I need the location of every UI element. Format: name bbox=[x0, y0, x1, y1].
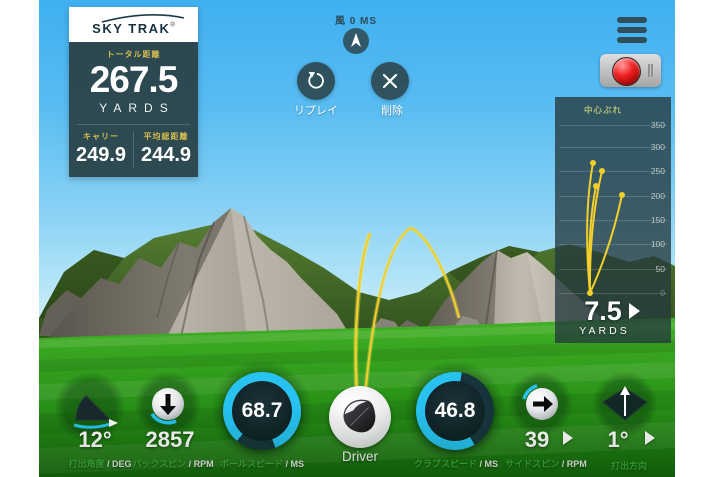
launch-direction-icon bbox=[602, 386, 648, 421]
launch-direction-right-arrow-icon bbox=[645, 431, 655, 445]
deviation-readout: 7.5 YARDS bbox=[555, 297, 651, 337]
launch-angle-label: 打出角度 / DEG bbox=[40, 457, 160, 470]
replay-icon bbox=[308, 71, 324, 89]
side-spin-label: サイドスピン / RPM bbox=[486, 457, 606, 470]
club-selector-button[interactable] bbox=[329, 386, 391, 448]
grid-line bbox=[559, 125, 667, 126]
backspin-value: 2857 bbox=[125, 427, 215, 453]
shot-stats-panel: SKY TRAK® トータル距離 267.5 YARDS キャリー 249.9 … bbox=[69, 7, 198, 177]
axis-tick: 200 bbox=[650, 191, 665, 201]
axis-tick: 250 bbox=[650, 166, 665, 176]
total-distance-label: トータル距離 bbox=[106, 50, 161, 59]
launch-angle-unit: / DEG bbox=[107, 459, 132, 469]
close-icon bbox=[382, 73, 398, 89]
trajectory-previous bbox=[363, 226, 461, 397]
club-speed-label-jp: クラブスピード bbox=[414, 459, 477, 469]
side-spin-label-jp: サイドスピン bbox=[505, 459, 559, 469]
wind-arrow-icon bbox=[351, 33, 361, 47]
ball-speed-value: 68.7 bbox=[242, 399, 283, 423]
launch-angle-icon bbox=[73, 395, 118, 429]
club-speed-unit: / MS bbox=[480, 459, 499, 469]
grid-line bbox=[559, 171, 667, 172]
replay-button[interactable] bbox=[297, 62, 335, 100]
skytrak-logo: SKY TRAK® bbox=[69, 7, 198, 42]
shot-dispersion-plot bbox=[586, 160, 625, 296]
backspin-unit: / RPM bbox=[189, 459, 214, 469]
dispersion-title: 中心ぶれ bbox=[583, 105, 622, 115]
logo-text: SKY TRAK bbox=[92, 21, 171, 36]
axis-tick: 350 bbox=[650, 120, 665, 130]
ball-speed-label-jp: ボールスピード bbox=[220, 459, 283, 469]
average-distance-value: 244.9 bbox=[140, 144, 192, 166]
menu-bar-icon bbox=[617, 27, 647, 33]
deviation-right-arrow-icon bbox=[629, 303, 640, 319]
delete-button[interactable] bbox=[371, 62, 409, 100]
carry-value: 249.9 bbox=[75, 144, 127, 166]
club-speed-gauge: 46.8 bbox=[416, 372, 494, 450]
average-distance-label: 平均総距離 bbox=[143, 132, 189, 141]
axis-tick: 150 bbox=[650, 215, 665, 225]
backspin-label: バックスピン / RPM bbox=[113, 457, 233, 470]
launch-direction-label-jp: 打出方向 bbox=[611, 461, 647, 471]
launch-direction-value: 1° bbox=[588, 427, 648, 453]
club-speed-label: クラブスピード / MS bbox=[391, 457, 521, 470]
average-distance-cell: 平均総距離 244.9 bbox=[133, 131, 198, 167]
stats-body: トータル距離 267.5 YARDS キャリー 249.9 平均総距離 244.… bbox=[69, 42, 198, 177]
club-speed-value: 46.8 bbox=[435, 399, 476, 423]
menu-bar-icon bbox=[617, 37, 647, 43]
wind-label: 風 0 MS bbox=[334, 16, 378, 27]
grass-vignette bbox=[39, 407, 675, 477]
grid-line bbox=[559, 293, 667, 294]
launch-angle-value: 12° bbox=[55, 427, 135, 453]
carry-label: キャリー bbox=[83, 132, 119, 141]
dispersion-panel[interactable]: 中心ぶれ 350 300 250 200 150 100 50 0 7.5 bbox=[555, 97, 671, 343]
axis-tick: 300 bbox=[650, 142, 665, 152]
wind-direction-indicator bbox=[343, 28, 369, 54]
ball-status-button[interactable] bbox=[600, 54, 661, 87]
trajectory-overlay bbox=[353, 225, 462, 397]
launch-direction-label: 打出方向 bbox=[569, 459, 675, 472]
axis-tick: 0 bbox=[660, 288, 665, 298]
ball-button-grip bbox=[648, 64, 654, 77]
logo-registered-mark: ® bbox=[170, 22, 175, 29]
replay-label: リプレイ bbox=[294, 105, 338, 117]
backspin-icon bbox=[150, 388, 184, 425]
ball-speed-gauge-inner: 68.7 bbox=[232, 381, 292, 441]
ball-speed-gauge: 68.7 bbox=[223, 372, 301, 450]
grid-line bbox=[559, 244, 667, 245]
side-spin-icon bbox=[522, 384, 558, 420]
menu-button[interactable] bbox=[617, 17, 647, 47]
total-distance-unit: YARDS bbox=[99, 101, 175, 115]
grid-line bbox=[559, 269, 667, 270]
driver-club-icon bbox=[343, 399, 376, 433]
grid-line bbox=[559, 220, 667, 221]
backspin-label-jp: バックスピン bbox=[132, 459, 186, 469]
ball-speed-unit: / MS bbox=[286, 459, 305, 469]
side-spin-unit: / RPM bbox=[562, 459, 587, 469]
deviation-value: 7.5 bbox=[584, 296, 622, 326]
deviation-unit: YARDS bbox=[579, 325, 630, 337]
total-distance-value: 267.5 bbox=[89, 59, 179, 100]
axis-tick: 50 bbox=[655, 264, 665, 274]
side-spin-right-arrow-icon bbox=[563, 431, 573, 445]
launch-angle-label-jp: 打出角度 bbox=[68, 459, 104, 469]
logo-swoosh-icon bbox=[101, 14, 184, 23]
delete-label: 削除 bbox=[381, 105, 403, 117]
club-name-label: Driver bbox=[320, 449, 400, 464]
side-spin-value: 39 bbox=[507, 427, 567, 453]
axis-tick: 100 bbox=[650, 239, 665, 249]
menu-bar-icon bbox=[617, 17, 647, 23]
ball-speed-label: ボールスピード / MS bbox=[197, 457, 327, 470]
simulator-stage: SKY TRAK® トータル距離 267.5 YARDS キャリー 249.9 … bbox=[39, 0, 675, 477]
grid-line bbox=[559, 147, 667, 148]
ball-status-light bbox=[612, 57, 641, 86]
trajectory-current bbox=[354, 232, 372, 397]
grid-line bbox=[559, 196, 667, 197]
stats-divider bbox=[77, 124, 190, 125]
carry-cell: キャリー 249.9 bbox=[69, 131, 133, 167]
club-speed-gauge-inner: 46.8 bbox=[425, 381, 485, 441]
